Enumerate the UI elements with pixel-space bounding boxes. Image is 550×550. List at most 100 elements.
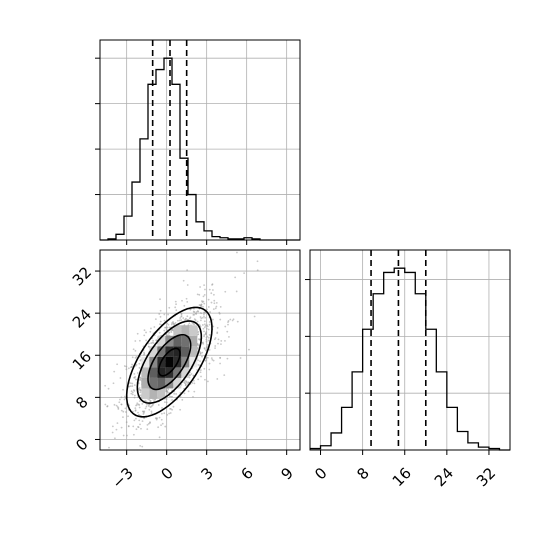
scatter-point	[158, 323, 161, 325]
scatter-point	[134, 378, 137, 381]
scatter-point	[133, 419, 136, 422]
scatter-point	[219, 362, 221, 365]
scatter-point	[204, 311, 207, 314]
scatter-point	[165, 388, 167, 391]
top-hist-histogram-step	[100, 57, 300, 241]
scatter-point	[127, 425, 130, 427]
density-contour-2	[136, 320, 203, 404]
scatter-point	[154, 417, 157, 419]
scatter-xtick-label: −3	[109, 464, 137, 492]
scatter-point	[192, 310, 195, 313]
scatter-ytick-label: 0	[72, 435, 91, 454]
scatter-point	[122, 410, 125, 413]
scatter-point	[141, 402, 144, 405]
scatter-point	[139, 423, 141, 426]
scatter-point	[167, 323, 170, 326]
scatter-point	[145, 339, 148, 342]
scatter-point	[184, 381, 186, 383]
density-cell	[157, 367, 166, 378]
right-hist-xtick-label: 8	[353, 464, 372, 483]
top-hist-frame	[99, 39, 301, 241]
scatter-point	[174, 306, 177, 309]
scatter-point	[149, 400, 152, 403]
scatter-point	[132, 433, 135, 436]
scatter-point	[182, 279, 185, 282]
scatter-point	[156, 457, 158, 459]
scatter-density-panel: −3 0 3 6 9 0 8 16 24 32	[69, 249, 301, 492]
scatter-point	[108, 446, 110, 449]
scatter-point	[160, 418, 163, 421]
scatter-point	[197, 378, 200, 381]
scatter-point	[163, 313, 166, 316]
scatter-point	[136, 372, 139, 374]
right-hist-xtick-label: 24	[431, 464, 457, 490]
scatter-point	[138, 400, 141, 403]
scatter-point	[137, 425, 139, 428]
scatter-point	[207, 328, 210, 331]
scatter-point	[140, 427, 142, 430]
scatter-point	[185, 297, 188, 300]
scatter-point	[165, 401, 168, 404]
scatter-point	[136, 332, 139, 335]
scatter-point	[169, 412, 172, 414]
scatter-point	[200, 305, 203, 308]
scatter-point	[139, 389, 142, 391]
scatter-point	[131, 385, 134, 387]
scatter-point	[204, 288, 206, 291]
scatter-point	[146, 428, 149, 431]
scatter-point	[135, 417, 137, 420]
scatter-point	[129, 385, 132, 388]
scatter-point	[117, 408, 120, 410]
scatter-point	[231, 319, 234, 322]
scatter-point	[219, 318, 222, 321]
scatter-point	[167, 313, 169, 316]
scatter-point	[216, 332, 219, 335]
scatter-point	[131, 393, 134, 396]
scatter-point	[163, 329, 166, 332]
scatter-point	[98, 450, 100, 452]
scatter-point	[239, 357, 242, 359]
scatter-point	[184, 384, 187, 387]
scatter-point	[168, 306, 171, 309]
scatter-point	[208, 321, 211, 323]
scatter-point	[192, 396, 194, 398]
scatter-ytick-label: 32	[69, 263, 95, 289]
scatter-point	[166, 413, 169, 416]
scatter-point	[141, 445, 144, 448]
scatter-point	[203, 320, 206, 323]
scatter-point	[104, 384, 107, 387]
scatter-point	[204, 324, 207, 327]
scatter-point	[173, 392, 176, 395]
scatter-point	[147, 342, 150, 345]
scatter-point	[159, 320, 162, 323]
scatter-point	[201, 301, 204, 304]
density-contour-1	[147, 333, 192, 391]
scatter-point	[192, 313, 195, 316]
scatter-point	[160, 412, 163, 415]
scatter-point	[120, 409, 123, 412]
scatter-point	[143, 329, 146, 332]
scatter-point	[199, 286, 201, 288]
scatter-point	[234, 276, 237, 279]
scatter-point	[107, 387, 110, 390]
scatter-point	[186, 315, 189, 318]
scatter-point	[203, 284, 206, 287]
scatter-point	[207, 380, 209, 383]
scatter-point	[211, 284, 213, 286]
density-cell	[173, 377, 182, 389]
scatter-point	[228, 336, 230, 338]
scatter-point	[188, 317, 191, 320]
scatter-point	[185, 317, 187, 320]
density-contour-0	[157, 347, 181, 377]
scatter-point	[127, 415, 129, 418]
right-hist-histogram-step	[310, 267, 510, 451]
scatter-point	[199, 319, 202, 322]
scatter-point	[210, 301, 213, 304]
scatter-point	[137, 411, 139, 414]
scatter-point	[134, 407, 137, 410]
scatter-point	[224, 290, 227, 293]
scatter-point	[171, 399, 173, 401]
density-cell	[181, 335, 190, 347]
scatter-point	[146, 403, 148, 406]
